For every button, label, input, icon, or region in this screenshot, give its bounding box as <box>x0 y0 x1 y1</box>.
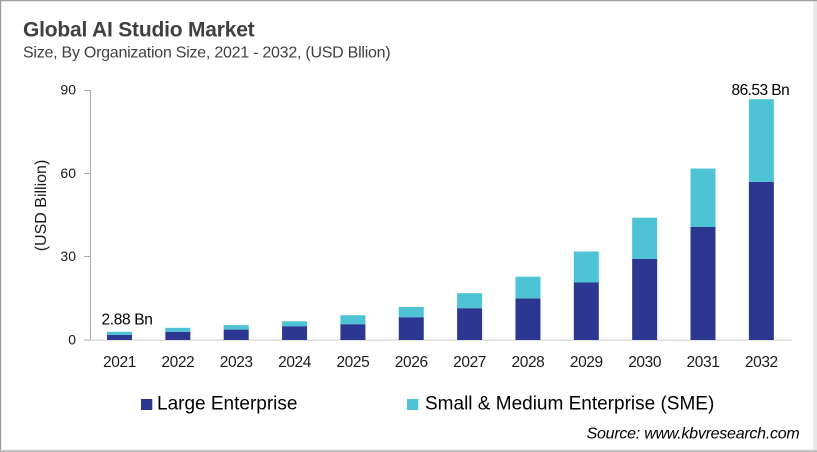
svg-text:0: 0 <box>68 332 76 348</box>
svg-text:2025: 2025 <box>336 354 369 371</box>
svg-text:30: 30 <box>60 248 76 264</box>
svg-text:90: 90 <box>60 82 76 98</box>
svg-text:2030: 2030 <box>628 354 662 371</box>
svg-text:2026: 2026 <box>395 354 428 371</box>
svg-text:2.88 Bn: 2.88 Bn <box>102 311 153 328</box>
svg-text:Small & Medium Enterprise (SME: Small & Medium Enterprise (SME) <box>425 394 714 415</box>
svg-text:2031: 2031 <box>687 354 720 371</box>
svg-text:2029: 2029 <box>570 354 603 371</box>
svg-text:2022: 2022 <box>161 354 194 371</box>
svg-text:2021: 2021 <box>103 354 136 371</box>
svg-text:86.53 Bn: 86.53 Bn <box>732 82 790 99</box>
svg-text:2027: 2027 <box>453 354 486 371</box>
svg-text:Global AI Studio Market: Global AI Studio Market <box>23 19 255 42</box>
svg-text:2032: 2032 <box>745 354 778 371</box>
svg-text:Size, By Organization Size, 20: Size, By Organization Size, 2021 - 2032,… <box>23 45 390 62</box>
svg-text:2028: 2028 <box>512 354 545 371</box>
svg-text:Source: www.kbvresearch.com: Source: www.kbvresearch.com <box>587 426 800 443</box>
svg-text:Large Enterprise: Large Enterprise <box>157 394 297 415</box>
svg-text:60: 60 <box>60 165 76 181</box>
svg-text:(USD Billion): (USD Billion) <box>33 160 50 252</box>
svg-text:2023: 2023 <box>220 354 253 371</box>
svg-text:2024: 2024 <box>278 354 312 371</box>
